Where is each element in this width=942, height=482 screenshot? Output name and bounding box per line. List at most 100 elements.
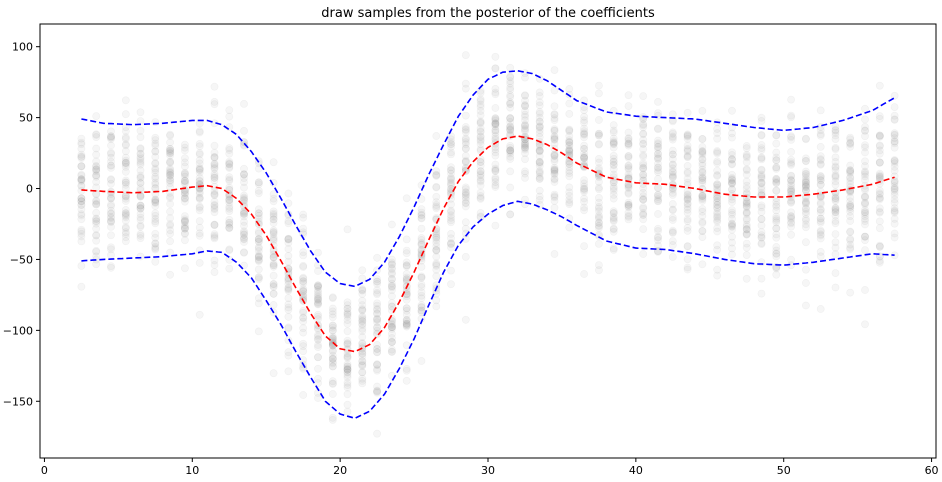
scatter-point [92,236,101,245]
scatter-point [417,208,426,217]
scatter-point [314,315,322,324]
scatter-point [136,178,145,187]
scatter-point [121,158,130,167]
x-tick-label: 30 [481,464,495,477]
scatter-point [639,250,648,258]
scatter-point [77,205,86,214]
scatter-point [180,229,189,238]
scatter-point [757,146,766,154]
scatter-point [314,290,322,299]
scatter-point [772,224,781,233]
scatter-point [195,206,204,215]
scatter-point [535,98,544,107]
scatter-point [698,148,707,156]
scatter-point [195,184,204,193]
scatter-point [802,205,810,214]
scatter-point [491,90,500,99]
scatter-point [521,101,529,109]
scatter-point [831,192,840,200]
scatter-point [210,256,219,265]
scatter-point [757,207,766,216]
scatter-point [328,326,337,335]
scatter-point [580,182,588,191]
scatter-point [432,242,441,251]
scatter-point [713,181,722,190]
scatter-point [121,224,130,233]
scatter-point [225,202,234,211]
scatter-point [772,206,781,215]
scatter-point [387,321,396,329]
scatter-point [269,215,278,224]
scatter-point [550,126,559,135]
scatter-point [417,211,426,220]
scatter-point [254,209,263,218]
scatter-point [358,266,367,275]
scatter-point [107,209,115,218]
scatter-point [728,250,736,259]
scatter-point [210,100,219,109]
scatter-point [861,246,869,254]
scatter-point [314,282,322,291]
scatter-point [240,227,248,236]
scatter-point [875,132,884,140]
scatter-point [180,168,189,177]
scatter-point [166,176,174,185]
scatter-point [447,240,455,248]
scatter-point [417,240,426,249]
scatter-point [92,112,101,120]
scatter-point [417,214,426,223]
scatter-point [461,151,470,160]
scatter-point [461,84,470,93]
scatter-point [668,129,677,138]
scatter-point [831,243,840,252]
scatter-point [461,199,470,208]
scatter-point [535,109,544,118]
scatter-point [742,208,751,217]
scatter-point [314,310,322,319]
scatter-point [624,163,633,172]
scatter-point [654,224,662,233]
scatter-point [654,247,662,256]
scatter-point [757,172,766,181]
scatter-point [713,183,722,192]
scatter-point [802,216,810,225]
scatter-point [595,239,603,248]
scatter-point [180,264,189,273]
scatter-point [121,127,130,136]
scatter-point [314,295,322,304]
scatter-point [476,127,485,136]
scatter-point [595,81,603,90]
scatter-point [713,203,722,212]
scatter-point [461,157,470,166]
scatter-point [151,202,160,210]
scatter-point [461,218,470,227]
scatter-point [92,167,101,176]
scatter-point [240,183,248,192]
scatter-point [639,225,648,233]
scatter-point [387,282,396,291]
scatter-point [772,249,781,258]
scatter-point [373,304,381,313]
scatter-point [668,216,677,224]
scatter-point [875,112,884,120]
scatter-point [521,102,529,111]
scatter-point [846,197,855,206]
scatter-point [535,169,544,178]
scatter-point [698,226,707,235]
scatter-point [875,171,884,180]
scatter-point [757,221,766,230]
scatter-point [728,176,736,184]
scatter-point [757,183,766,191]
scatter-point [402,364,411,373]
scatter-point [831,173,840,182]
scatter-point [875,208,884,217]
scatter-point [535,175,544,183]
scatter-point [77,177,86,185]
scatter-point [787,219,795,228]
scatter-point [77,154,86,163]
scatter-point [343,339,352,348]
scatter-point [151,118,160,126]
scatter-point [284,285,293,294]
scatter-point [107,245,115,254]
scatter-point [195,217,204,225]
